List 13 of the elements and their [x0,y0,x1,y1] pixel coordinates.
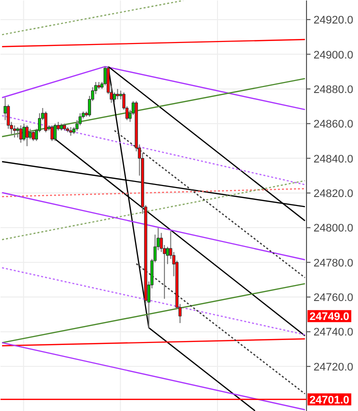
y-tick-label: 24780.0 [314,257,354,270]
y-tick-label: 24820.0 [314,188,354,200]
y-tick-label: 24740.0 [314,326,354,339]
text: 24749.0 [310,311,350,324]
y-tick-label: 24880.0 [314,84,354,96]
ref-line-label: 24701.0 [310,394,350,406]
y-tick-label: 24900.0 [314,49,354,62]
y-tick-label: 24840.0 [314,153,354,166]
y-tick-label: 24760.0 [314,292,354,304]
y-tick-label: 24860.0 [314,118,354,131]
y-tick-label: 24920.0 [314,14,354,27]
y-tick-label: 24720.0 [314,361,354,374]
y-tick-label: 24800.0 [314,222,354,235]
